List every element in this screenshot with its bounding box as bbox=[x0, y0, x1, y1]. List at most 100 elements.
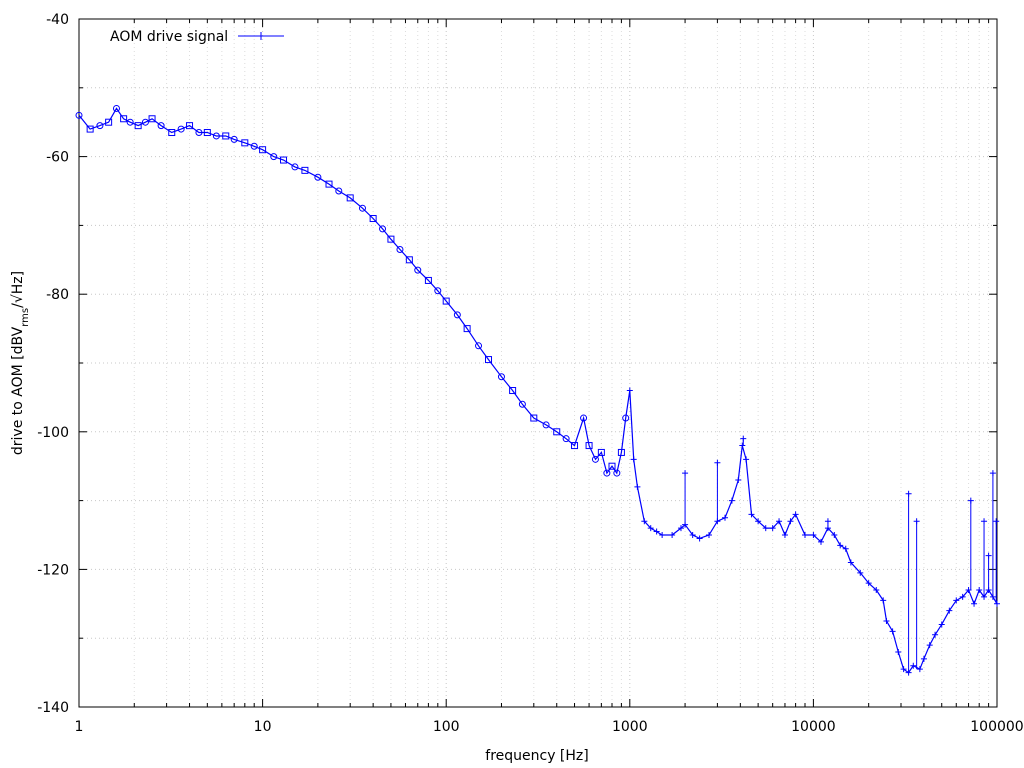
data-point bbox=[120, 115, 128, 123]
data-point bbox=[926, 642, 933, 649]
data-point bbox=[920, 655, 927, 662]
legend-marker-sample bbox=[257, 32, 265, 40]
data-point bbox=[818, 538, 824, 545]
data-point bbox=[485, 356, 493, 364]
data-point bbox=[865, 580, 872, 587]
data-point bbox=[857, 569, 864, 576]
data-point bbox=[126, 118, 134, 126]
data-point bbox=[203, 129, 211, 137]
x-tick-label: 10 bbox=[254, 719, 272, 735]
data-point bbox=[810, 532, 817, 538]
data-point bbox=[463, 325, 471, 333]
tick-labels: 1 10 100 1000 10000 100000 -40 -60 -80 -100 -120 -1… bbox=[37, 12, 1024, 735]
data-point bbox=[910, 662, 917, 669]
data-point bbox=[837, 542, 844, 549]
data-point bbox=[971, 600, 978, 607]
data-point bbox=[608, 462, 616, 470]
data-point bbox=[291, 163, 299, 171]
data-point bbox=[889, 628, 896, 635]
y-axis-label-tail: /√Hz] bbox=[10, 271, 26, 308]
axis-ticks bbox=[79, 19, 997, 707]
data-point bbox=[442, 297, 450, 305]
data-point bbox=[873, 587, 880, 594]
data-point bbox=[801, 532, 808, 538]
data-point bbox=[900, 666, 907, 673]
data-point bbox=[230, 135, 238, 143]
x-tick-label: 10000 bbox=[791, 719, 836, 735]
data-point bbox=[617, 448, 625, 456]
y-tick-label: -120 bbox=[37, 562, 69, 578]
data-point bbox=[630, 456, 637, 463]
data-point bbox=[831, 532, 838, 538]
x-tick-label: 1000 bbox=[612, 719, 648, 735]
spike-marker bbox=[967, 497, 974, 504]
y-tick-label: -40 bbox=[46, 12, 69, 28]
data-point bbox=[755, 518, 762, 525]
data-point bbox=[346, 194, 354, 202]
data-point bbox=[787, 518, 794, 525]
data-point bbox=[946, 607, 953, 614]
data-point bbox=[335, 187, 343, 195]
x-tick-label: 100000 bbox=[970, 719, 1023, 735]
data-point bbox=[96, 122, 104, 130]
data-point bbox=[453, 311, 461, 319]
data-point bbox=[434, 287, 442, 295]
y-tick-label: -140 bbox=[37, 700, 69, 716]
data-point bbox=[696, 535, 703, 542]
data-point bbox=[728, 497, 735, 504]
data-point bbox=[994, 600, 1000, 607]
data-point bbox=[250, 142, 258, 150]
data-point bbox=[953, 597, 960, 604]
data-point bbox=[847, 559, 854, 566]
data-point bbox=[781, 532, 788, 538]
data-point bbox=[916, 666, 923, 673]
data-point bbox=[880, 597, 887, 604]
data-point bbox=[641, 518, 648, 525]
data-point bbox=[580, 414, 588, 422]
legend-label: AOM drive signal bbox=[110, 29, 228, 45]
data-point bbox=[591, 455, 599, 463]
data-point bbox=[571, 442, 579, 450]
data-point bbox=[280, 156, 288, 164]
x-axis-label: frequency [Hz] bbox=[485, 748, 588, 764]
series-layer bbox=[75, 104, 1000, 676]
data-point bbox=[518, 400, 526, 408]
data-point bbox=[653, 528, 660, 535]
data-point bbox=[530, 414, 538, 422]
data-point bbox=[597, 448, 605, 456]
y-tick-label: -80 bbox=[46, 287, 69, 303]
grid bbox=[79, 19, 997, 707]
data-point bbox=[776, 518, 783, 525]
data-point bbox=[270, 153, 278, 161]
data-point bbox=[112, 104, 120, 112]
data-point bbox=[739, 442, 746, 449]
data-point bbox=[314, 173, 322, 181]
y-tick-label: -100 bbox=[37, 425, 69, 441]
data-point bbox=[959, 593, 966, 600]
spike-marker bbox=[989, 470, 996, 477]
x-tick-label: 100 bbox=[433, 719, 460, 735]
data-point bbox=[86, 125, 94, 133]
data-point bbox=[75, 111, 83, 119]
data-point bbox=[932, 631, 939, 638]
data-point bbox=[626, 387, 633, 394]
data-point bbox=[976, 587, 983, 594]
data-point bbox=[105, 118, 113, 126]
data-point bbox=[762, 525, 769, 532]
data-point bbox=[769, 525, 776, 532]
spike-marker bbox=[714, 459, 721, 466]
data-point bbox=[387, 235, 395, 243]
data-point bbox=[721, 514, 728, 521]
data-point bbox=[883, 618, 890, 624]
series-line bbox=[78, 107, 998, 674]
data-point bbox=[509, 387, 517, 395]
data-point bbox=[414, 266, 422, 274]
data-point bbox=[497, 373, 505, 381]
data-point bbox=[475, 342, 483, 350]
data-point bbox=[424, 276, 432, 284]
data-point bbox=[369, 215, 377, 223]
data-point bbox=[222, 132, 230, 140]
data-point bbox=[634, 483, 641, 490]
data-point bbox=[895, 648, 902, 655]
